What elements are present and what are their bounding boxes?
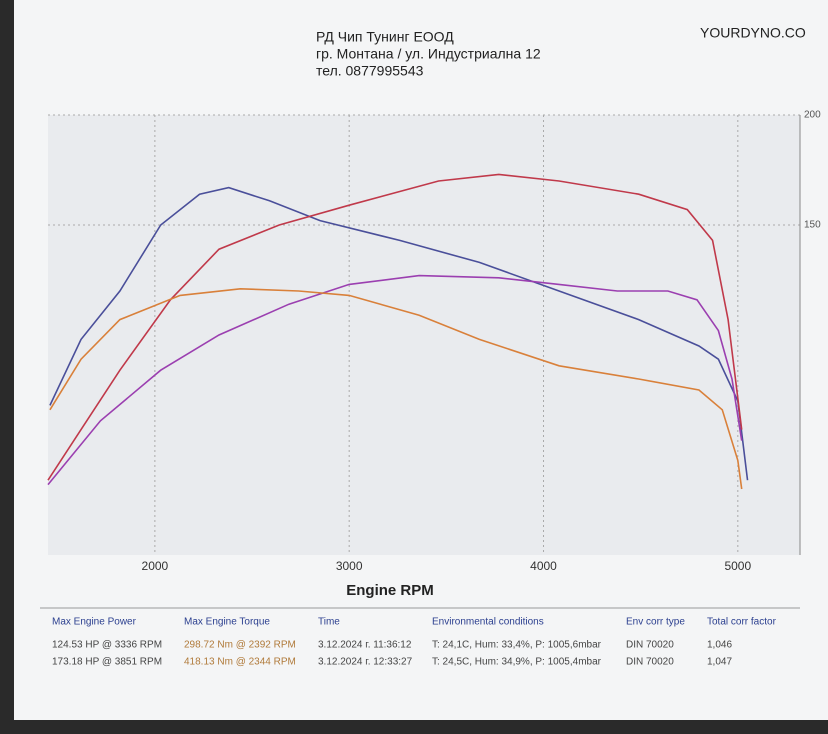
line-series (49, 186, 749, 481)
table-cell: DIN 70020 (626, 640, 674, 651)
table-cell: 1,047 (707, 657, 732, 668)
table-header: Max Engine Torque (184, 617, 270, 628)
table-cell: 298.72 Nm @ 2392 RPM (184, 640, 296, 651)
table-cell: 3.12.2024 г. 11:36:12 (318, 640, 412, 651)
x-tick-label: 4000 (530, 559, 557, 573)
x-axis-label: Engine RPM (346, 582, 434, 599)
plot-bg (48, 115, 800, 555)
table-header: Total corr factor (707, 617, 777, 628)
table-cell: T: 24,5C, Hum: 34,9%, P: 1005,4mbar (432, 657, 602, 668)
line-series (49, 287, 743, 490)
y-tick-label: 200 (804, 110, 821, 121)
brand: YOURDYNO.CO (700, 25, 806, 41)
x-tick-label: 3000 (336, 559, 363, 573)
company: РД Чип Тунинг ЕООД (316, 29, 454, 45)
address: гр. Монтана / ул. Индустриална 12 (316, 46, 541, 62)
table-cell: 124.53 HP @ 3336 RPM (52, 640, 162, 651)
table-cell: 1,046 (707, 640, 732, 651)
table-header: Max Engine Power (52, 617, 137, 628)
line-series (47, 274, 743, 486)
x-tick-label: 5000 (724, 559, 751, 573)
table-cell: DIN 70020 (626, 657, 674, 668)
y-tick-label: 150 (804, 220, 821, 231)
table-header: Environmental conditions (432, 617, 544, 628)
table-header: Time (318, 617, 340, 628)
line-series (47, 173, 743, 481)
table-header: Env corr type (626, 617, 685, 628)
x-tick-label: 2000 (142, 559, 169, 573)
table-cell: 173.18 HP @ 3851 RPM (52, 657, 162, 668)
table-cell: T: 24,1C, Hum: 33,4%, P: 1005,6mbar (432, 640, 602, 651)
table-cell: 418.13 Nm @ 2344 RPM (184, 657, 296, 668)
phone: тел. 0877995543 (316, 63, 424, 79)
table-cell: 3.12.2024 г. 12:33:27 (318, 657, 413, 668)
